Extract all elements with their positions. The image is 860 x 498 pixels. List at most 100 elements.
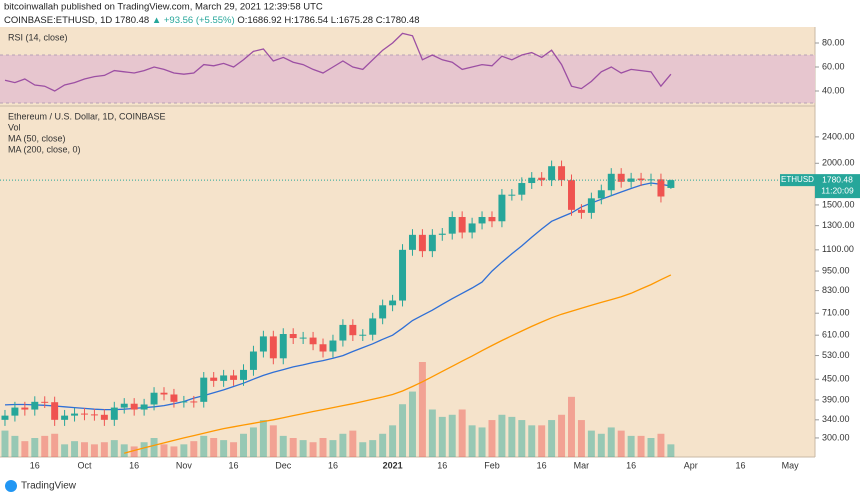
publish-line: bitcoinwallah published on TradingView.c… [4, 2, 323, 13]
time-tick-label: Dec [275, 460, 292, 470]
candle-body [1, 415, 9, 420]
volume-bar [51, 433, 59, 457]
volume-legend: Vol [8, 122, 21, 132]
volume-bar [528, 425, 536, 457]
volume-bar [230, 442, 238, 457]
volume-bar [647, 438, 655, 457]
time-tick-label: 16 [537, 460, 547, 470]
volume-bar [259, 420, 267, 457]
volume-bar [249, 427, 257, 457]
price-tick-label: 610.00 [822, 330, 850, 340]
volume-bar [160, 444, 168, 457]
volume-bar [558, 414, 566, 457]
candle-body [478, 217, 486, 224]
candle-body [31, 401, 39, 410]
price-tick-label: 2000.00 [822, 158, 855, 168]
volume-bar [508, 416, 516, 457]
candle-body [389, 300, 397, 306]
volume-bar [538, 425, 546, 457]
candle-body [508, 194, 516, 196]
volume-bar [71, 441, 79, 457]
volume-bar [617, 430, 625, 457]
volume-bar [568, 396, 575, 457]
volume-bar [200, 435, 208, 457]
candle-body [200, 377, 208, 402]
volume-bar [150, 438, 158, 457]
candle-body [667, 180, 675, 188]
time-tick-label: 16 [30, 460, 40, 470]
candle-body [399, 249, 407, 301]
candle-body [418, 234, 426, 252]
volume-bar [468, 425, 476, 457]
candle-body [498, 194, 506, 222]
candle-body [448, 217, 456, 234]
time-tick-label: Apr [684, 460, 698, 470]
candle-body [359, 334, 367, 336]
volume-bar [389, 425, 397, 457]
candle-body [220, 375, 228, 381]
candle-body [607, 173, 615, 191]
volume-bar [339, 433, 347, 457]
volume-bar [637, 435, 645, 457]
price-tick-label: 300.00 [822, 432, 850, 442]
time-tick-label: Oct [77, 460, 92, 470]
price-tick-label: 340.00 [822, 414, 850, 424]
candle-body [170, 394, 178, 402]
volume-bar [518, 420, 526, 457]
candle-body [558, 166, 566, 181]
candle-body [458, 217, 466, 233]
time-tick-label: 16 [735, 460, 745, 470]
volume-bar [478, 427, 486, 457]
time-tick-label: 16 [129, 460, 139, 470]
price-tick-label: 530.00 [822, 350, 850, 360]
candle-body [587, 198, 595, 213]
candle-body [249, 351, 257, 370]
price-tag [815, 174, 860, 199]
rsi-line [4, 32, 672, 92]
volume-bar [349, 430, 357, 457]
time-tick-label: Feb [484, 460, 500, 470]
time-tick-label: Nov [176, 460, 193, 470]
price-tag-text: 1780.48 [822, 174, 853, 184]
candle-body [468, 223, 476, 233]
symbol-tag-text: ETHUSD [781, 175, 814, 184]
volume-bar [61, 444, 69, 457]
volume-bar [548, 420, 556, 457]
volume-bar [190, 441, 198, 457]
symbol-tag [780, 174, 815, 187]
candle-body [190, 401, 198, 403]
candle-body [259, 336, 267, 352]
candle-body [617, 173, 625, 182]
volume-bar [448, 414, 456, 457]
ma50-legend: MA (50, close) [8, 133, 66, 143]
change: ▲ +93.56 (+5.55%) [152, 15, 235, 26]
volume-bar [587, 430, 595, 457]
volume-bar [438, 416, 446, 457]
rsi-tick-label: 40.00 [822, 85, 845, 95]
volume-bar [120, 444, 128, 457]
volume-bar [170, 446, 178, 457]
volume-bar [31, 438, 39, 457]
price-tick-label: 1500.00 [822, 199, 855, 209]
candle-body [309, 337, 317, 345]
volume-bar [627, 435, 635, 457]
candle-body [597, 190, 605, 199]
volume-bar [240, 433, 247, 457]
candle-body [180, 401, 188, 403]
volume-bar [100, 442, 108, 457]
main-title: Ethereum / U.S. Dollar, 1D, COINBASE [8, 111, 166, 121]
candle-body [299, 337, 307, 339]
countdown-text: 11:20:09 [821, 185, 854, 195]
time-tick-label: 16 [229, 460, 239, 470]
volume-bar [607, 427, 615, 457]
volume-bar [309, 442, 317, 457]
time-tick-label: 16 [437, 460, 447, 470]
ohlc: O:1686.92 H:1786.54 L:1675.28 C:1780.48 [237, 15, 419, 26]
candle-body [120, 403, 128, 408]
volume-bar [498, 414, 506, 457]
candle-body [488, 217, 496, 222]
volume-bar [210, 438, 218, 457]
candle-body [11, 407, 19, 416]
volume-bar [399, 404, 407, 457]
candle-body [130, 403, 138, 410]
